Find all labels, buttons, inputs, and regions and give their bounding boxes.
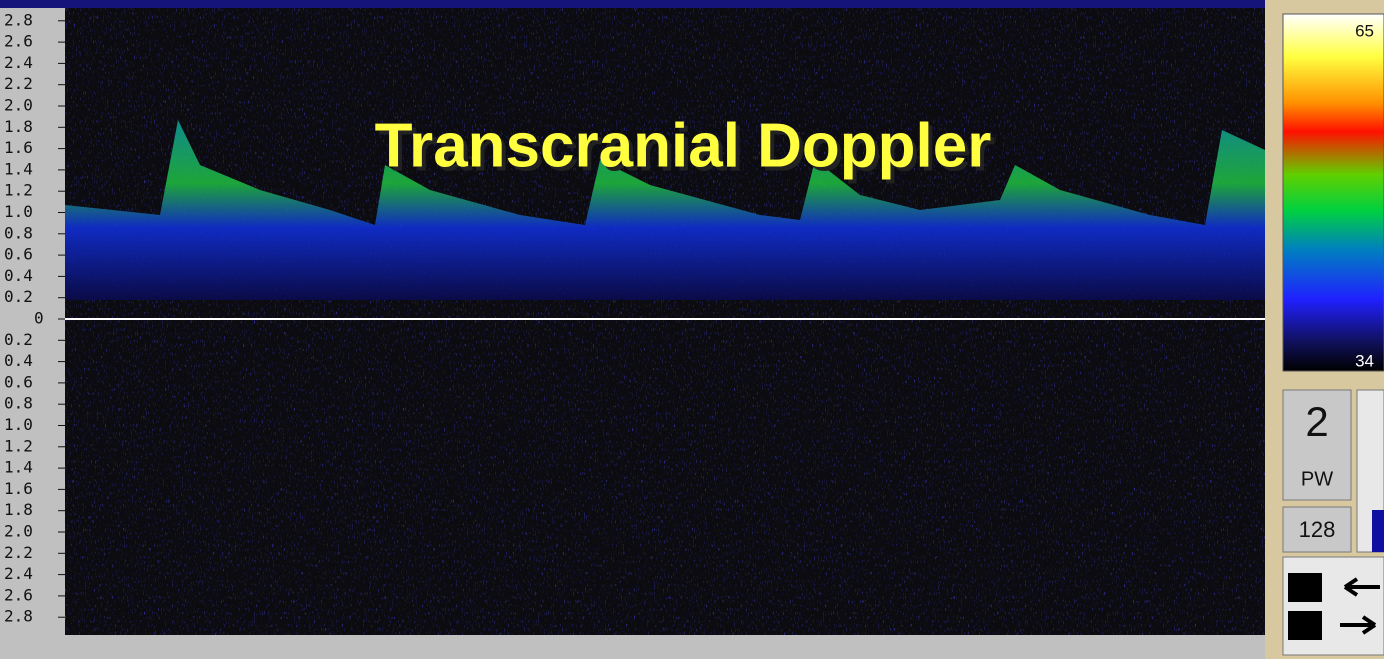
scale-label: 1.4 [4,458,33,477]
scale-label: 1.2 [4,436,33,455]
colorbar-max: 65 [1355,21,1374,40]
scale-label: 1.6 [4,479,33,498]
scale-label: 2.4 [4,564,33,583]
waveform [65,120,1265,300]
colorbar-min: 34 [1355,351,1374,370]
scale-label: 0.6 [4,245,33,264]
scale-label: 0.4 [4,351,33,370]
channel: 2 [1305,398,1328,445]
scale-label: 0.2 [4,287,33,306]
title: Transcranial Doppler [375,111,992,180]
bottom-strip [0,635,1265,659]
scale-label: 0.8 [4,223,33,242]
depth: 128 [1299,517,1336,542]
title-shadow: Transcranial Doppler [379,115,996,184]
scale-label: 2.6 [4,32,33,51]
gain-level [1372,510,1384,552]
scale-label: 0 [34,309,44,328]
scale-label: 1.0 [4,415,33,434]
scale-label: 2.0 [4,96,33,115]
scale-label: 0.2 [4,330,33,349]
scale-label: 2.0 [4,522,33,541]
color-bar [1282,13,1384,372]
mode: PW [1301,468,1333,490]
scale-label: 1.4 [4,159,33,178]
scale-label: 1.2 [4,181,33,200]
direction-box [1282,556,1384,656]
scale-label: 2.8 [4,607,33,626]
mode-box [1282,389,1352,501]
scale-label: 0.6 [4,372,33,391]
scale-label: 1.8 [4,500,33,519]
away-icon[interactable] [1288,611,1377,640]
scale-label: 2.2 [4,543,33,562]
toward-icon[interactable] [1288,573,1380,602]
scale-label: 2.2 [4,74,33,93]
scale-strip [0,8,65,635]
scale-label: 1.6 [4,138,33,157]
scale-label: 2.6 [4,585,33,604]
scale-label: 1.0 [4,202,33,221]
scale-label: 1.8 [4,117,33,136]
scale-label: 0.8 [4,394,33,413]
depth-box [1282,506,1352,553]
spectral-noise [65,8,1265,635]
scale-label: 0.4 [4,266,33,285]
scale-label: 2.8 [4,10,33,29]
scale-label: 2.4 [4,53,33,72]
